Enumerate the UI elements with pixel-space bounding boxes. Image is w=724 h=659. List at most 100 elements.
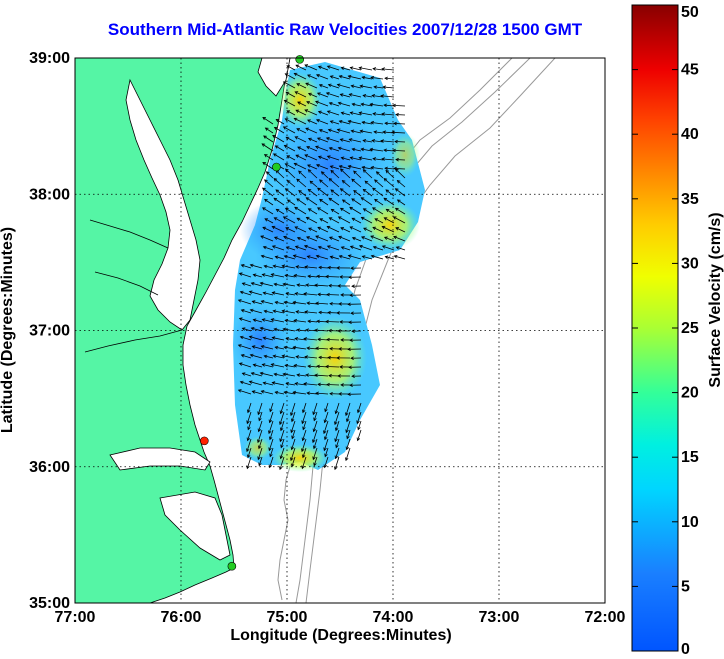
current-vector-head: [296, 217, 301, 222]
current-vector: [272, 135, 285, 143]
current-vector: [337, 84, 351, 89]
current-vector: [242, 327, 252, 332]
current-vector-head: [313, 417, 317, 422]
current-vector-head: [318, 129, 323, 133]
current-vector: [252, 300, 263, 305]
current-vector-head: [351, 217, 356, 222]
current-vector-head: [358, 66, 363, 70]
current-vector-head: [370, 75, 375, 80]
current-vector-head: [317, 245, 322, 250]
current-vector-head: [349, 226, 354, 230]
current-vector-head: [295, 265, 300, 269]
current-vector-head: [374, 218, 379, 222]
current-vector-head: [323, 436, 328, 441]
current-vector-head: [297, 146, 301, 150]
current-vector: [249, 336, 263, 341]
current-vector-head: [237, 299, 242, 303]
current-vector-head: [351, 284, 355, 288]
current-vector: [284, 144, 296, 152]
current-vector-head: [356, 437, 361, 442]
current-vector-head: [246, 448, 250, 453]
current-vector-head: [261, 273, 266, 277]
current-vector: [240, 381, 252, 386]
current-vector: [393, 123, 406, 125]
current-vector: [374, 218, 384, 224]
current-vector: [327, 226, 340, 233]
current-vector: [382, 245, 395, 251]
current-vector-head: [294, 136, 299, 140]
current-vector-head: [274, 345, 279, 350]
current-vector: [261, 143, 274, 152]
current-vector: [319, 129, 329, 134]
current-vector-head: [339, 168, 344, 173]
current-vector: [349, 138, 362, 143]
current-vector-head: [252, 363, 257, 367]
current-vector-head: [359, 129, 364, 134]
current-vector: [275, 256, 285, 260]
current-vector-head: [381, 225, 386, 230]
current-vector: [339, 165, 351, 170]
current-vector-head: [295, 310, 300, 314]
current-vector-head: [274, 390, 279, 395]
current-vector-head: [268, 464, 273, 469]
current-vector-head: [279, 410, 284, 415]
current-vector-head: [391, 130, 395, 135]
plot-frame: [74, 57, 606, 604]
current-vector-head: [319, 218, 324, 222]
current-vector: [328, 197, 340, 206]
current-vector-head: [264, 127, 269, 131]
current-vector: [304, 64, 318, 71]
current-vector-head: [263, 179, 268, 183]
current-vector: [274, 236, 285, 242]
current-vector-head: [337, 374, 341, 378]
current-vector: [283, 216, 296, 224]
current-vector: [342, 180, 351, 188]
current-vector: [295, 383, 307, 386]
current-vector-head: [338, 302, 342, 306]
current-vector-head: [314, 283, 318, 288]
current-vector-head: [305, 82, 309, 86]
current-vector: [295, 91, 307, 98]
current-vector: [357, 402, 362, 413]
current-vector: [285, 319, 296, 323]
current-vector-head: [264, 198, 268, 203]
current-vector: [316, 164, 329, 170]
current-vector: [394, 255, 406, 260]
current-vector-head: [323, 419, 328, 424]
x-axis-label: Longitude (Degrees:Minutes): [230, 627, 451, 644]
current-vector-head: [262, 381, 267, 385]
current-vector: [340, 207, 351, 215]
current-vector-head: [273, 197, 278, 202]
current-vector-head: [303, 292, 307, 296]
current-vector: [348, 75, 362, 80]
current-vector-head: [325, 92, 330, 96]
current-vector-head: [383, 103, 387, 108]
current-vector: [319, 199, 329, 206]
current-vector-head: [306, 391, 310, 395]
current-vector-head: [260, 254, 265, 259]
current-vector-head: [356, 420, 360, 425]
current-vector: [364, 180, 373, 188]
current-vector: [285, 163, 296, 170]
current-vector: [328, 178, 340, 188]
current-vector: [294, 73, 307, 80]
current-vector-head: [269, 453, 273, 458]
current-vector: [306, 284, 318, 287]
current-vector: [291, 429, 296, 439]
current-vector: [242, 282, 252, 287]
current-vector: [250, 264, 263, 269]
current-vector: [385, 77, 395, 80]
current-vector: [263, 382, 274, 386]
current-vector: [301, 438, 307, 452]
current-vector-head: [272, 354, 277, 359]
current-vector: [286, 246, 296, 251]
current-vector-head: [372, 245, 377, 250]
current-vector: [317, 92, 329, 98]
current-vector: [261, 345, 274, 350]
current-vector: [393, 168, 406, 170]
current-vector: [371, 121, 384, 125]
current-vector: [287, 180, 296, 188]
current-vector-head: [339, 365, 343, 369]
potomac-river: [89, 219, 169, 249]
current-vector: [385, 189, 395, 197]
